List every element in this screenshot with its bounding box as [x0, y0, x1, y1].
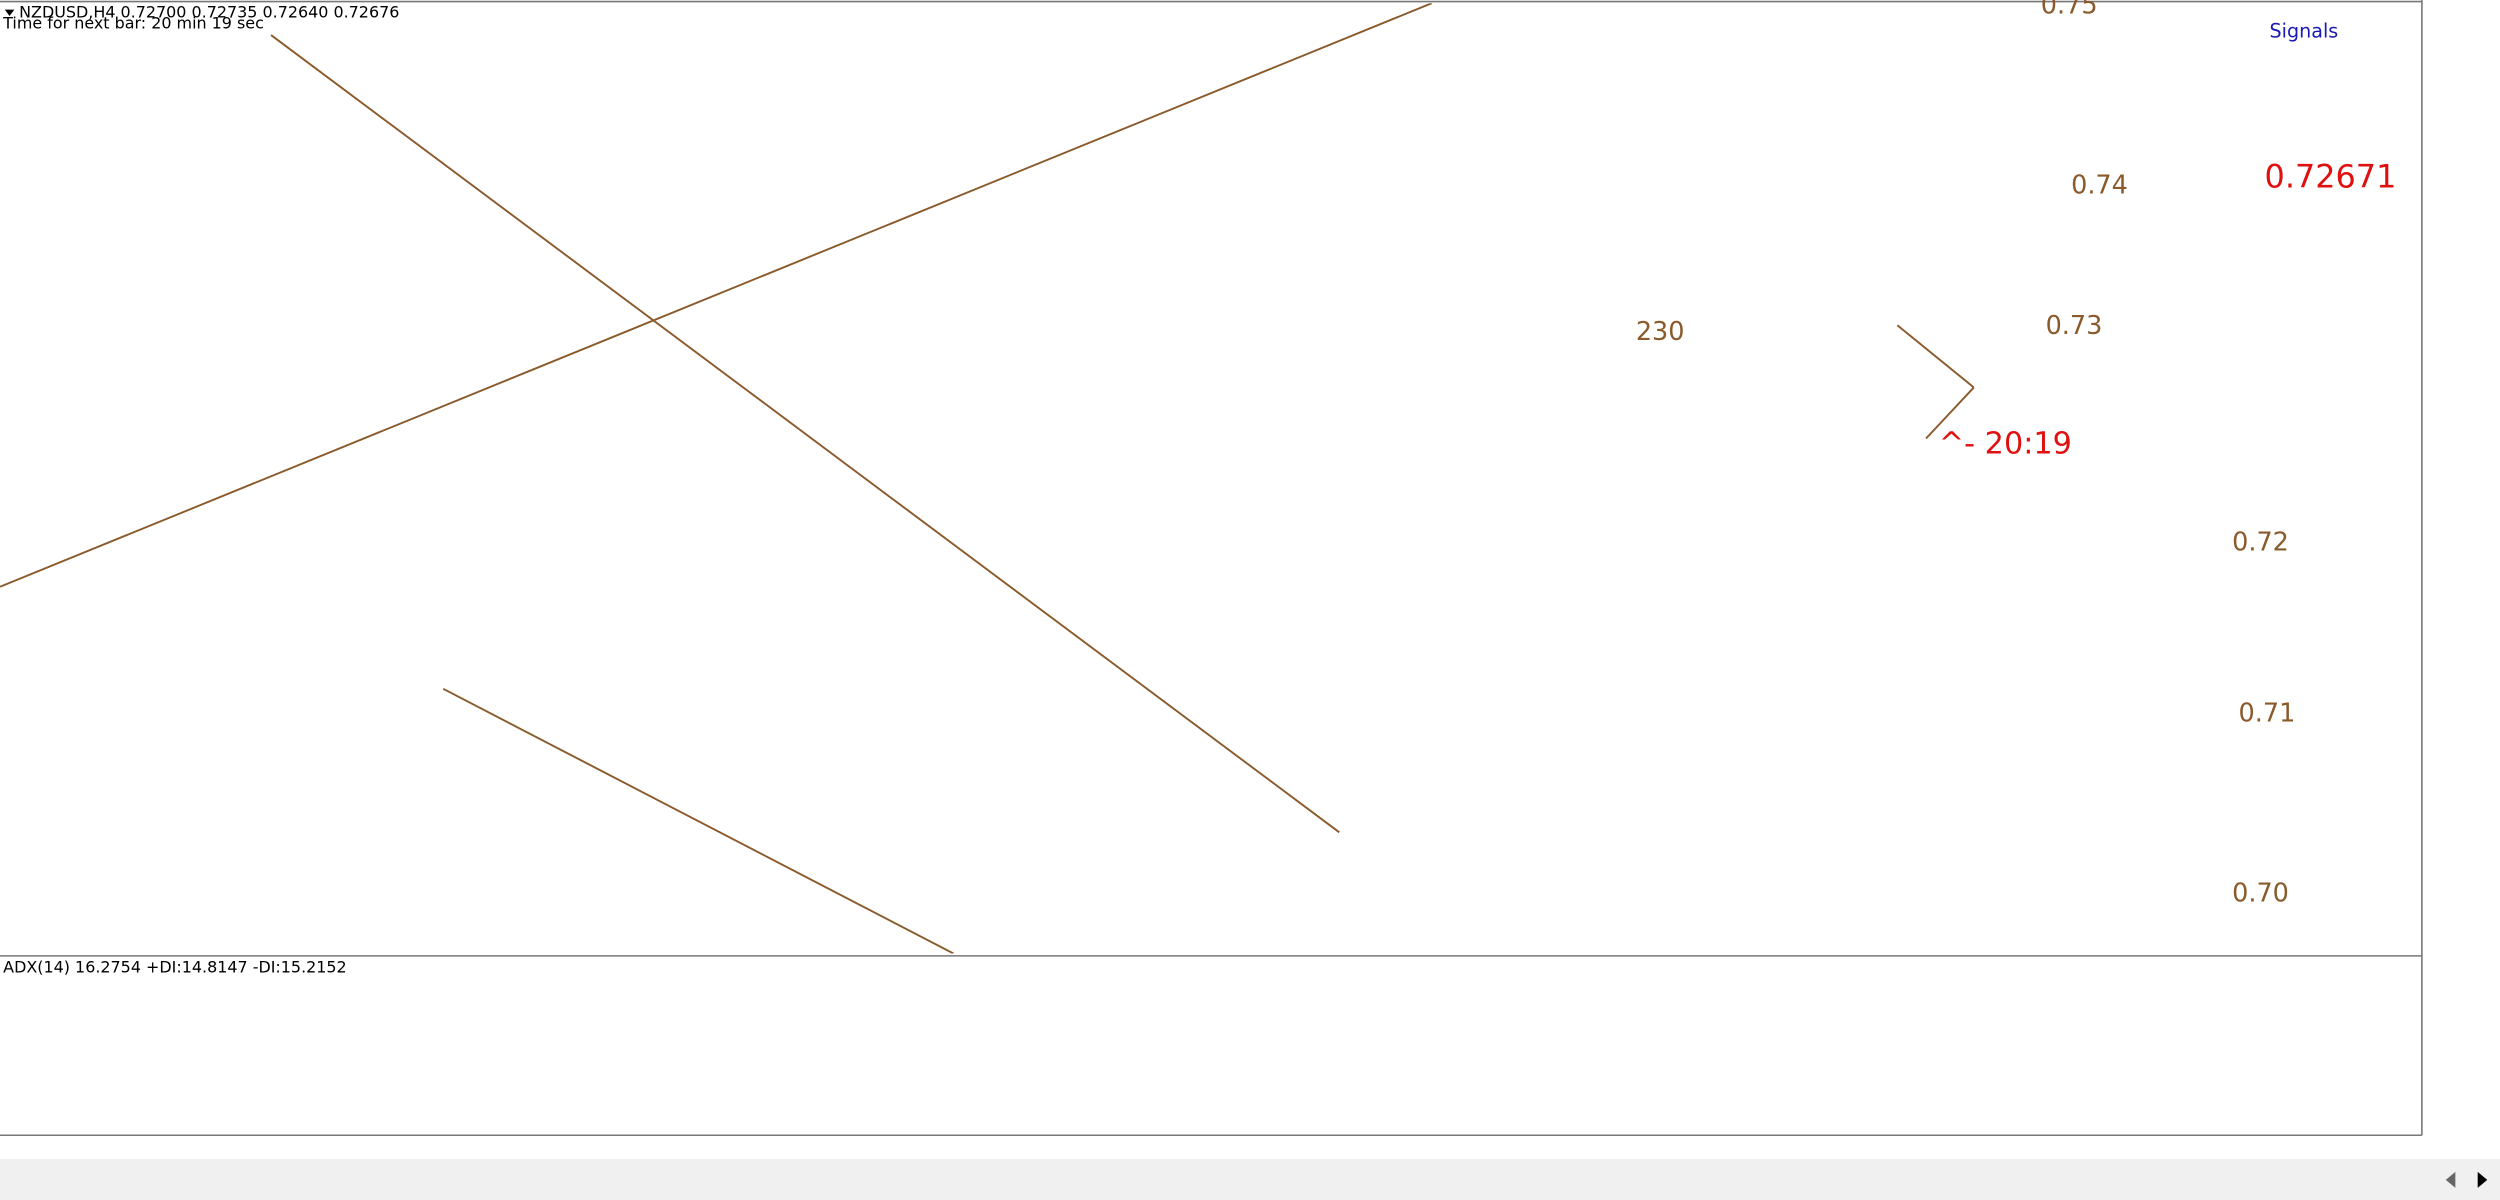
trend-line: [1896, 324, 1975, 389]
scroll-right[interactable]: [2477, 1171, 2488, 1188]
tab-bar-bg: [0, 1159, 2500, 1200]
signals-title: Signals: [2270, 19, 2339, 42]
count-annotation: 230: [1636, 317, 1685, 347]
timer-annotation: ^- 20:19: [1939, 426, 2072, 461]
level-annotation: 0.70: [2232, 878, 2289, 908]
trend-line: [270, 34, 1340, 834]
scroll-left[interactable]: [2445, 1171, 2456, 1188]
level-annotation: 0.74: [2071, 171, 2128, 201]
trend-line: [0, 3, 1433, 588]
bid-price: 0.72671: [2265, 158, 2397, 196]
tab-scroll[interactable]: [2423, 1160, 2500, 1200]
level-annotation: 0.75: [2041, 0, 2098, 20]
scroll-bg: [2423, 1160, 2500, 1200]
annotations: NZDUSD,H4 0.72700 0.72735 0.72640 0.7267…: [2, 0, 2396, 976]
bar-timer: Time for next bar: 20 min 19 sec: [2, 13, 264, 32]
level-annotation: 0.73: [2046, 311, 2103, 341]
frame: [0, 0, 2423, 1137]
level-annotation: 0.71: [2239, 698, 2296, 728]
level-annotation: 0.72: [2232, 528, 2289, 558]
collapse-icon: [4, 9, 15, 16]
indicator-title: ADX(14) 16.2754 +DI:14.8147 -DI:15.2152: [3, 957, 347, 976]
trend-line: [442, 687, 954, 954]
symbol-line: NZDUSD,H4 0.72700 0.72735 0.72640 0.7267…: [19, 2, 399, 21]
trend-line: [1925, 386, 1975, 440]
tab-bar: [0, 1159, 2500, 1200]
trend-lines: [0, 3, 1975, 954]
